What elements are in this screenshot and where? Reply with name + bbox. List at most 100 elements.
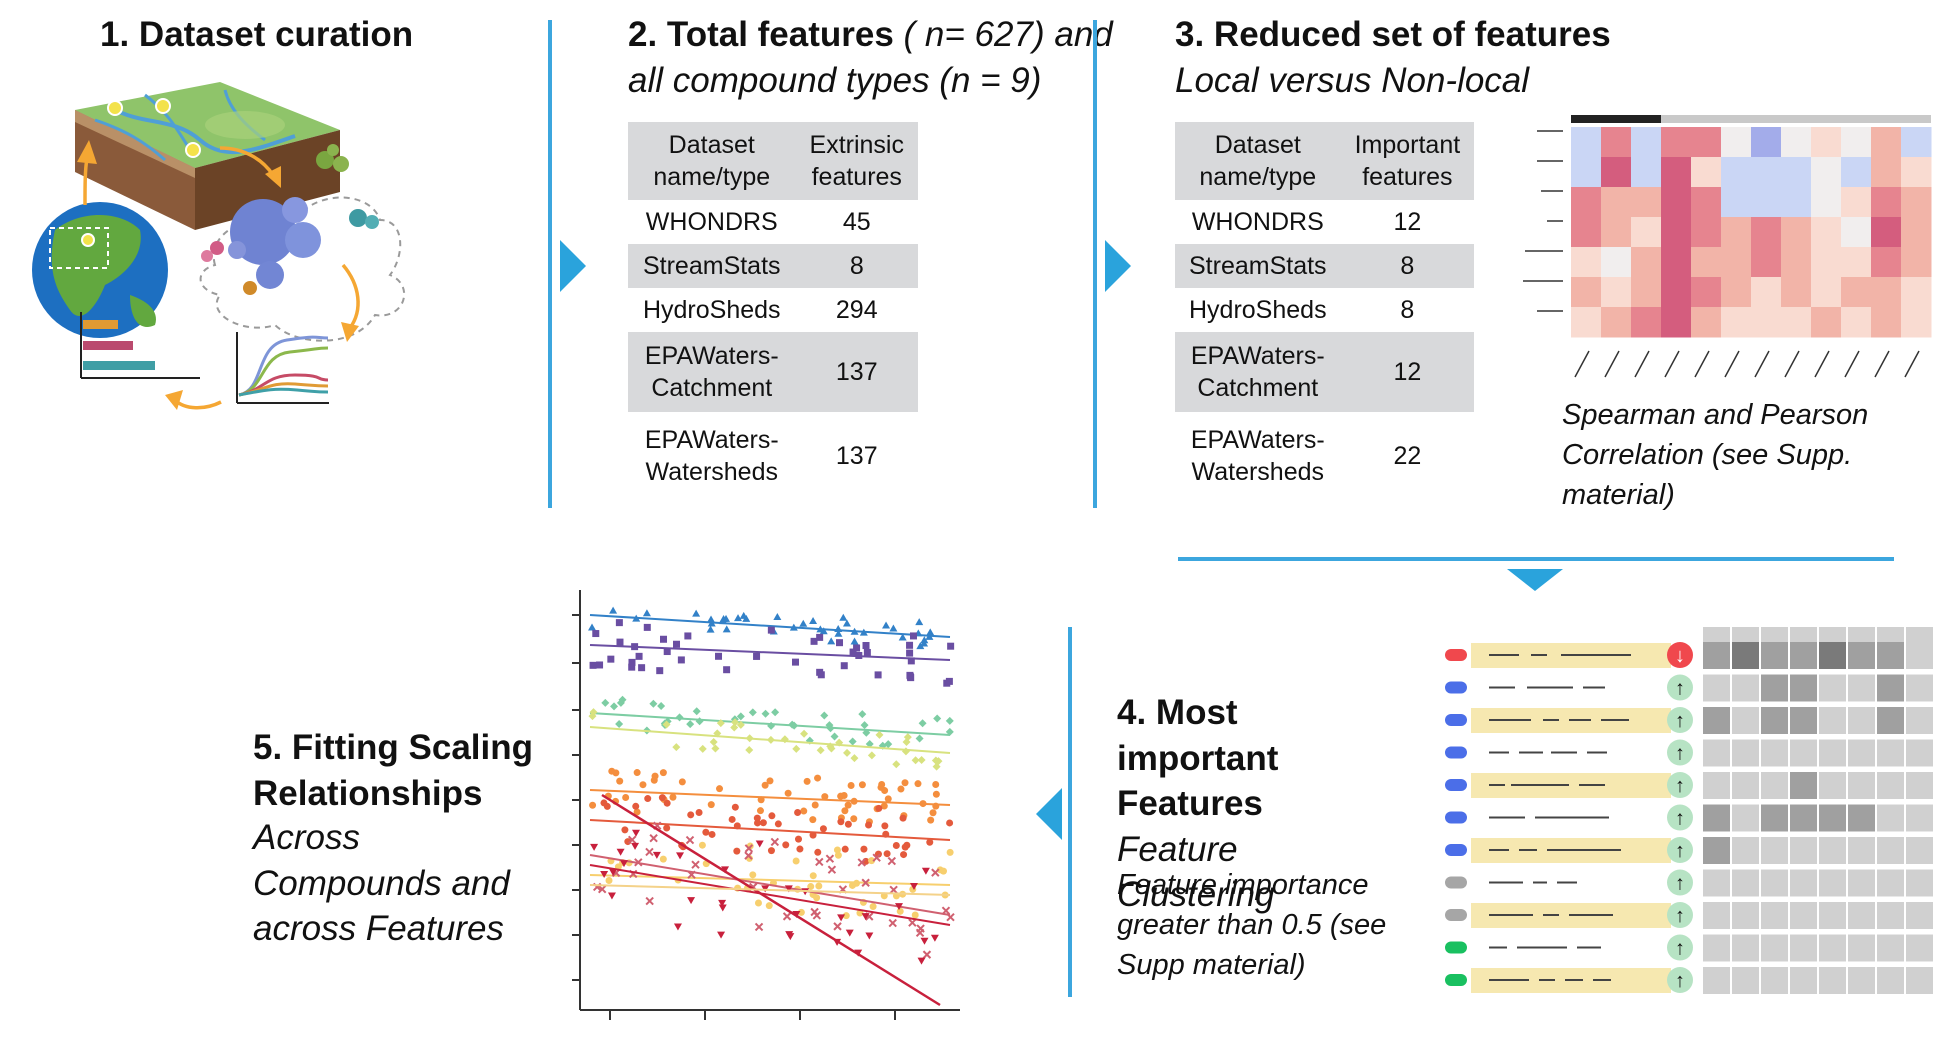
heatmap-cell [1841,217,1872,248]
heatmap-cell [1571,217,1602,248]
scatter-point [766,777,774,785]
heatmap-col-label [1574,350,1590,378]
scatter-point [815,857,824,867]
scatter-point [792,857,800,865]
divider-1 [548,20,552,508]
scatter-point [809,816,817,824]
scatter-point [918,719,927,728]
scatter-point [872,853,881,862]
scatter-point [592,630,600,638]
scatter-point [834,851,842,859]
cluster-heat-cell [1906,642,1933,669]
scatter-point [687,897,696,905]
importance-up-icon [1667,707,1693,733]
flow-arrow-left-icon [1036,788,1062,840]
cluster-heat-cell [1819,967,1846,994]
cluster-heat-cell [1819,674,1846,702]
scatter-point [833,922,842,931]
scatter-point [874,671,882,679]
heatmap-cell [1751,187,1782,218]
scatter-point [645,896,654,906]
heatmap-cell [1601,217,1632,248]
heatmap-cell [1691,187,1722,218]
scatter-point [882,621,891,629]
fit-line [589,864,951,926]
scatter-point [897,785,905,793]
scatter-point [657,701,666,710]
heatmap-cell [1841,127,1872,158]
scatter-point [651,772,659,780]
heatmap-cell [1781,127,1812,158]
heatmap-cell [1601,187,1632,218]
scatter-point [906,671,914,679]
scatter-point [860,845,868,853]
scatter-point [673,923,682,931]
scatter-point [616,848,625,856]
scatter-point [947,642,955,650]
cluster-heat-cell [1906,902,1933,929]
scatter-point [908,918,917,927]
heatmap-cell [1601,157,1632,188]
heatmap-cell [1661,187,1692,218]
scatter-point [676,852,685,860]
scatter-point [816,668,824,676]
scatter-point [850,815,858,823]
cluster-heat-cell [1703,707,1730,734]
cluster-heat-cell [1906,804,1933,832]
cluster-heat-cell [1819,869,1846,897]
cluster-heat-cell [1877,869,1904,897]
scatter-point [842,912,850,920]
scatter-point [810,637,818,645]
scatter-point [609,868,618,876]
scatter-point [835,738,844,747]
scatter-point [754,922,764,932]
scatter-point [767,626,775,634]
cluster-heat-cell [1790,869,1817,897]
heatmap-cell [1661,247,1692,278]
scatter-point [922,950,932,959]
cluster-heat-cell [1732,772,1759,799]
globe-icon [32,202,168,338]
panel2-title-main: 2. Total features [628,15,894,54]
scatter-point [867,751,876,760]
feature-color-dot [1445,876,1467,889]
scatter-point [723,666,731,674]
heatmap-cell [1691,217,1722,248]
scatter-point [939,867,947,875]
scatter-point [621,826,629,834]
scatter-point [803,777,811,785]
cluster-heat-cell [1761,772,1788,799]
scatter-point [881,822,889,830]
scatter-point [911,756,920,765]
heatmap-cell [1841,307,1872,338]
scatter-point [605,876,613,884]
scatter-point [609,606,618,614]
scatter-point [865,912,874,921]
feature-color-dot [1445,974,1467,986]
cluster-heat-cell [1790,707,1817,734]
scatter-point [875,730,884,739]
scatter-point [615,619,623,627]
scatter-point [782,841,790,849]
heatmap-cell [1781,187,1812,218]
scatter-point [811,801,819,809]
divider-4 [1068,627,1072,997]
scatter-point [794,835,802,843]
scatter-point [753,819,761,827]
scatter-point [865,821,873,829]
scatter-point [753,814,761,822]
scatter-point [931,756,940,765]
scatter-point [836,639,844,647]
scatter-point [603,802,611,810]
fit-line [589,884,951,896]
cluster-heat-cell [1732,902,1759,929]
feature-color-dot [1445,779,1467,791]
cluster-heat-cell [1703,772,1730,799]
scatter-point [809,617,818,625]
scatter-point [663,799,671,807]
heatmap-cell [1871,247,1902,278]
importance-down-icon [1667,642,1693,668]
scatter-point [869,903,877,911]
scatter-point [600,870,609,878]
cluster-heat-cell [1790,804,1817,832]
